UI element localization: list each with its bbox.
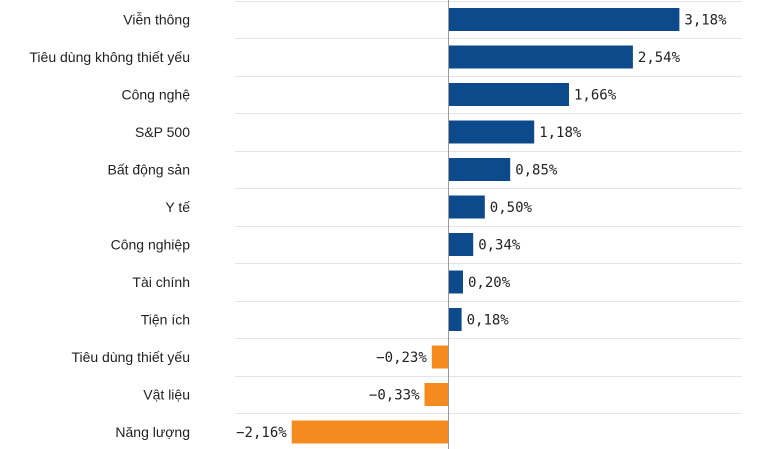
value-label: 2,54% — [638, 50, 681, 66]
category-label: Tiêu dùng không thiết yếu — [29, 49, 190, 65]
bar — [448, 195, 485, 219]
category-label: Tiêu dùng thiết yếu — [71, 349, 190, 365]
bars — [291, 8, 680, 444]
value-label: −0,23% — [376, 350, 427, 366]
category-label: Viễn thông — [123, 12, 190, 28]
bar — [448, 8, 680, 31]
category-label: Năng lượng — [115, 424, 190, 440]
category-label: Y tế — [165, 199, 190, 215]
value-label: 0,50% — [490, 200, 533, 216]
bar — [448, 233, 474, 256]
value-label: 3,18% — [684, 13, 727, 29]
labels: Viễn thông 3,18% Tiêu dùng không thiết yếu… — [29, 12, 727, 442]
category-label: Vật liệu — [143, 387, 190, 403]
bar — [448, 308, 462, 331]
value-label: 0,18% — [467, 313, 510, 329]
bar — [448, 83, 569, 106]
category-label: S&P 500 — [135, 124, 190, 140]
category-label: Công nghiệp — [111, 237, 191, 253]
gridlines — [235, 1, 742, 414]
category-label: Bất động sản — [107, 162, 190, 178]
category-label: Công nghệ — [121, 87, 190, 103]
bar — [448, 45, 633, 69]
value-label: −2,16% — [236, 425, 287, 441]
value-label: 0,34% — [478, 238, 521, 254]
bar — [448, 270, 463, 294]
category-label: Tài chính — [132, 274, 190, 290]
value-label: 0,20% — [468, 275, 511, 291]
value-label: −0,33% — [369, 388, 420, 404]
bar — [448, 120, 535, 144]
value-label: 1,18% — [539, 125, 582, 141]
bar — [291, 420, 449, 444]
value-label: 1,66% — [574, 88, 617, 104]
bar — [448, 158, 511, 181]
bar — [424, 383, 449, 406]
bar — [431, 345, 449, 369]
category-label: Tiện ích — [141, 312, 190, 328]
value-label: 0,85% — [515, 163, 558, 179]
